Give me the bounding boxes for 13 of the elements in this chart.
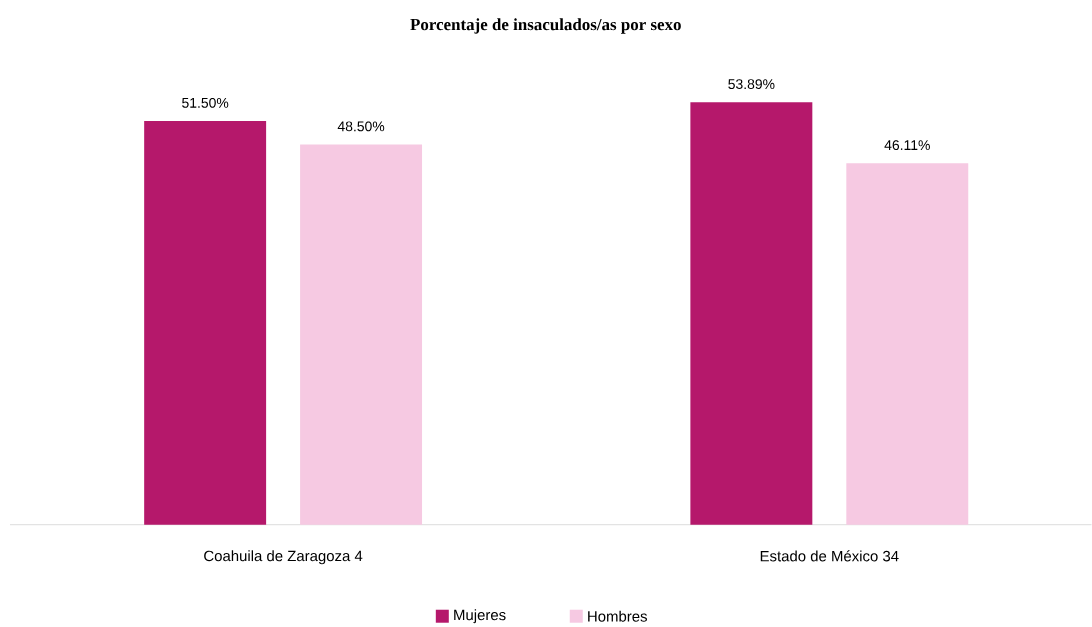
legend-label: Mujeres — [454, 609, 506, 624]
data-label: 46.11% — [884, 140, 930, 151]
bar — [144, 121, 267, 525]
bar — [690, 102, 813, 525]
bar — [846, 163, 969, 525]
legend-label: Hombres — [588, 610, 647, 622]
data-label: 48.50% — [337, 121, 385, 132]
data-label: 53.89% — [728, 79, 775, 90]
x-tick-label: Coahuila de Zaragoza 4 — [204, 550, 363, 565]
bar — [300, 144, 423, 525]
chart-title: Porcentaje de insaculados/as por sexo — [410, 18, 681, 34]
x-tick-label: Estado de México 34 — [760, 550, 899, 562]
data-label: 51.50% — [182, 98, 229, 108]
